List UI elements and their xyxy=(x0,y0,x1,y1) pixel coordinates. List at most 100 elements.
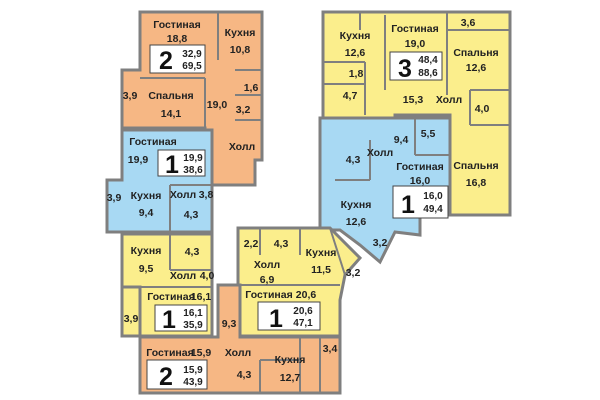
room-count: 1 xyxy=(269,305,283,333)
room-area: 1,6 xyxy=(244,82,259,94)
room-area: 19,9 xyxy=(128,154,149,166)
room-name: Кухня xyxy=(306,247,337,259)
room-area: 6,9 xyxy=(260,274,275,286)
room-name: Холл xyxy=(254,259,280,271)
living-area: 48,4 xyxy=(418,55,438,66)
room-area: 16,1 xyxy=(191,291,212,303)
room-name: Кухня xyxy=(275,354,306,366)
room-name: Холл xyxy=(170,189,196,201)
apartment-f-badge: 1 16,0 49,4 xyxy=(392,185,449,219)
room-name: Спальня xyxy=(148,90,193,102)
room-area: 19,0 xyxy=(207,99,228,111)
room-name: Гостиная xyxy=(129,136,176,148)
room-area: 9,4 xyxy=(139,207,154,219)
room-area: 20,6 xyxy=(296,289,317,301)
room-name: Гостиная xyxy=(245,289,292,301)
room-area: 12,6 xyxy=(345,47,366,59)
living-area: 20,6 xyxy=(293,306,313,317)
room-name: Холл xyxy=(367,147,393,159)
room-count: 1 xyxy=(162,306,176,334)
room-area: 16,8 xyxy=(466,177,487,189)
room-name: Гостиная xyxy=(391,23,438,35)
room-area: 15,3 xyxy=(403,94,424,106)
room-area: 4,3 xyxy=(184,209,199,221)
total-area: 88,6 xyxy=(418,68,438,79)
living-area: 15,9 xyxy=(183,365,203,376)
room-area: 4,0 xyxy=(475,103,490,115)
apartment-d-labels: Гостиная 15,9 Холл 4,3 Кухня 12,7 9,3 3,… xyxy=(146,318,337,384)
room-name: Холл xyxy=(225,347,251,359)
room-area: 9,3 xyxy=(222,318,237,330)
total-area: 49,4 xyxy=(423,204,443,215)
room-area: 12,6 xyxy=(466,62,487,74)
room-name: Гостиная xyxy=(146,347,193,359)
room-area: 18,8 xyxy=(167,33,188,45)
total-area: 38,6 xyxy=(183,165,203,176)
room-area: 4,0 xyxy=(200,270,215,282)
living-area: 19,9 xyxy=(183,153,203,164)
room-area: 5,5 xyxy=(421,128,436,140)
room-name: Спальня xyxy=(453,160,498,172)
room-name: Гостиная xyxy=(396,161,443,173)
room-name: Кухня xyxy=(131,190,162,202)
room-count: 1 xyxy=(165,151,179,179)
room-area: 3,2 xyxy=(236,104,251,116)
total-area: 47,1 xyxy=(293,318,313,329)
room-area: 4,3 xyxy=(274,238,289,250)
room-area: 3,2 xyxy=(373,237,388,249)
apartment-c-labels: Кухня 9,5 4,3 Холл 4,0 Гостиная 16,1 3,9 xyxy=(124,245,215,325)
inner-walls xyxy=(140,12,510,393)
room-name: Холл xyxy=(170,270,196,282)
apartment-a-badge: 2 32,9 69,5 xyxy=(149,44,206,75)
room-name: Кухня xyxy=(131,245,162,257)
room-area: 11,5 xyxy=(311,264,331,276)
room-area: 15,9 xyxy=(191,347,212,359)
total-area: 35,9 xyxy=(183,320,203,331)
apartment-d-badge: 2 15,9 43,9 xyxy=(146,359,208,391)
apartment-b-badge: 1 19,9 38,6 xyxy=(157,149,206,179)
room-area: 3,2 xyxy=(346,267,361,279)
apartment-e-labels: 2,2 4,3 Холл 6,9 Кухня 11,5 3,2 Гостиная… xyxy=(244,238,361,301)
room-name: Гостиная xyxy=(147,291,194,303)
room-name: Спальня xyxy=(453,47,498,59)
living-area: 32,9 xyxy=(182,49,202,60)
room-count: 2 xyxy=(159,363,173,391)
room-area: 3,9 xyxy=(123,90,138,102)
apartment-b-labels: Гостиная 19,9 Кухня 9,4 Холл 3,8 3,9 4,3 xyxy=(107,136,214,221)
room-area: 16,0 xyxy=(410,175,431,187)
room-area: 3,4 xyxy=(323,343,338,355)
room-area: 3,6 xyxy=(461,17,476,29)
room-name: Кухня xyxy=(225,27,256,39)
room-area: 4,3 xyxy=(185,246,200,258)
room-area: 12,7 xyxy=(280,372,301,384)
apartment-c-badge: 1 16,1 35,9 xyxy=(154,304,208,334)
room-area: 4,3 xyxy=(346,154,361,166)
room-area: 1,8 xyxy=(349,68,364,80)
apartment-a-labels: Гостиная 18,8 Кухня 10,8 Спальня 14,1 3,… xyxy=(123,19,259,153)
total-area: 69,5 xyxy=(182,61,202,72)
living-area: 16,0 xyxy=(423,191,443,202)
room-area: 4,7 xyxy=(343,90,358,102)
room-name: Холл xyxy=(229,141,255,153)
apartment-e-badge: 1 20,6 47,1 xyxy=(257,301,321,333)
room-area: 12,6 xyxy=(346,216,367,228)
apartment-g-badge: 3 48,4 88,6 xyxy=(389,51,443,83)
room-count: 1 xyxy=(401,191,415,219)
room-area: 3,8 xyxy=(199,189,214,201)
room-name: Кухня xyxy=(341,199,372,211)
room-name: Гостиная xyxy=(153,19,200,31)
room-name: Кухня xyxy=(340,30,371,42)
room-area: 9,5 xyxy=(139,263,154,275)
apartment-c-balcony xyxy=(120,285,142,338)
room-area: 9,4 xyxy=(394,134,409,146)
room-count: 2 xyxy=(159,47,173,75)
room-area: 3,9 xyxy=(124,313,139,325)
apartment-f-labels: 5,5 9,4 Холл 4,3 Гостиная 16,0 Кухня 12,… xyxy=(341,128,444,249)
room-area: 2,2 xyxy=(244,238,259,250)
total-area: 43,9 xyxy=(183,377,203,388)
room-area: 3,9 xyxy=(107,192,122,204)
room-area: 4,3 xyxy=(237,369,252,381)
living-area: 16,1 xyxy=(183,308,203,319)
room-area: 10,8 xyxy=(230,44,251,56)
